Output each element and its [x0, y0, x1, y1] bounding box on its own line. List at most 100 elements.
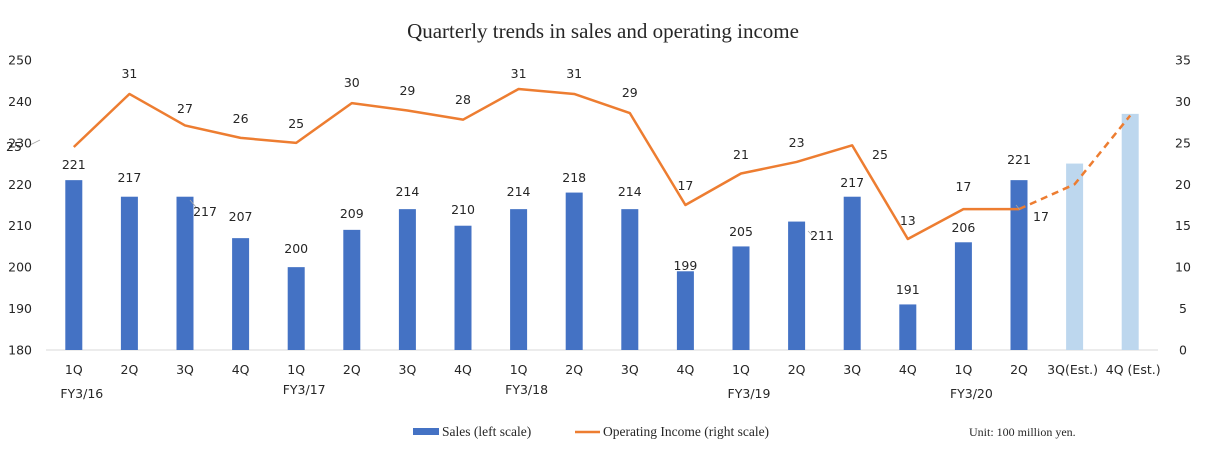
category-label: 2Q: [121, 362, 139, 377]
y-left-tick: 190: [8, 301, 32, 316]
category-label: 1Q: [732, 362, 750, 377]
y-left-tick: 220: [8, 177, 32, 192]
sales-bar: [732, 246, 750, 350]
sales-bar-estimate: [1121, 113, 1139, 350]
sales-data-label: 199: [673, 258, 697, 273]
operating-income-data-label: 28: [455, 92, 471, 107]
sales-data-label: 200: [284, 241, 308, 256]
operating-income-data-label: 17: [1033, 209, 1049, 224]
sales-bar: [120, 196, 138, 350]
sales-data-label: 217: [117, 170, 141, 185]
operating-income-data-label: 31: [121, 66, 137, 81]
category-label: 1Q: [287, 362, 305, 377]
sales-bar: [510, 209, 528, 350]
y-left-tick: 250: [8, 53, 32, 68]
y-right-tick: 10: [1175, 260, 1191, 275]
category-label: 2Q: [1010, 362, 1028, 377]
label-leader-line: [1015, 204, 1021, 211]
category-label: 4Q: [899, 362, 917, 377]
category-label: 4Q: [232, 362, 250, 377]
sales-bar: [232, 238, 250, 350]
sales-data-label: 214: [395, 184, 419, 199]
sales-data-label: 205: [729, 224, 753, 239]
sales-bar: [287, 267, 305, 350]
sales-data-label: 214: [507, 184, 531, 199]
legend: Sales (left scale) Operating Income (rig…: [413, 424, 769, 439]
operating-income-data-label: 17: [677, 178, 693, 193]
fiscal-year-label: FY3/20: [950, 386, 993, 401]
category-label: 3Q: [176, 362, 194, 377]
operating-income-data-label: 25: [288, 116, 304, 131]
sales-bar: [621, 209, 639, 350]
legend-operating-income-label: Operating Income (right scale): [603, 424, 769, 439]
y-right-tick: 20: [1175, 177, 1191, 192]
y-right-tick: 5: [1179, 301, 1187, 316]
operating-income-data-label: 13: [900, 213, 916, 228]
line-layer: [72, 87, 1132, 241]
legend-sales-label: Sales (left scale): [442, 424, 531, 439]
y-left-tick: 210: [8, 218, 32, 233]
category-label: 4Q: [454, 362, 472, 377]
fiscal-year-labels: FY3/16 FY3/17 FY3/18 FY3/19 FY3/20: [60, 382, 993, 401]
category-label: 3Q: [843, 362, 861, 377]
sales-bar: [788, 221, 806, 350]
category-label: 3Q: [399, 362, 417, 377]
category-label: 3Q: [621, 362, 639, 377]
operating-income-data-label: 25: [872, 147, 888, 162]
y-right-tick: 0: [1179, 343, 1187, 358]
sales-bar-estimate: [1066, 163, 1084, 350]
sales-bar: [343, 229, 361, 350]
y-left-tick: 180: [8, 343, 32, 358]
label-leader-line: [189, 199, 197, 208]
category-label: 1Q: [955, 362, 973, 377]
sales-data-label: 207: [229, 209, 253, 224]
category-label: 4Q: [677, 362, 695, 377]
operating-income-data-label: 29: [399, 83, 415, 98]
bars-layer: [65, 113, 1139, 350]
category-label: 1Q: [65, 362, 83, 377]
y-right-tick: 25: [1175, 135, 1191, 150]
category-label: 3Q(Est.): [1047, 362, 1098, 377]
fiscal-year-label: FY3/19: [728, 386, 771, 401]
y-left-tick: 240: [8, 94, 32, 109]
chart-title: Quarterly trends in sales and operating …: [407, 19, 799, 43]
operating-income-data-label: 21: [733, 147, 749, 162]
category-label: 2Q: [788, 362, 806, 377]
category-label: 2Q: [565, 362, 583, 377]
operating-income-data-label: 25: [6, 139, 22, 154]
y-left-tick: 230: [8, 135, 32, 150]
operating-income-data-label: 23: [789, 135, 805, 150]
sales-data-label: 217: [193, 204, 217, 219]
y-left-tick: 200: [8, 260, 32, 275]
sales-data-label: 221: [62, 157, 86, 172]
sales-bar: [676, 271, 694, 350]
sales-bar: [899, 304, 917, 350]
category-label: 4Q (Est.): [1106, 362, 1161, 377]
sales-data-label: 211: [810, 228, 834, 243]
fiscal-year-label: FY3/18: [505, 382, 548, 397]
right-axis-ticks: 0 5 10 15 20 25 30 35: [1175, 53, 1191, 358]
category-labels: 1Q 2Q 3Q 4Q 1Q 2Q 3Q 4Q 1Q 2Q 3Q 4Q 1Q 2Q 3Q 4Q 1Q 2Q 3Q(E…: [65, 362, 1161, 377]
sales-bar: [1010, 180, 1028, 350]
category-label: 1Q: [510, 362, 528, 377]
label-leader-line: [807, 230, 813, 236]
sales-data-label: 217: [840, 175, 864, 190]
sales-bar: [454, 225, 472, 350]
category-label: 2Q: [343, 362, 361, 377]
sales-data-label: 214: [618, 184, 642, 199]
operating-income-line: [72, 87, 1019, 241]
sales-data-label: 209: [340, 206, 364, 221]
y-right-tick: 15: [1175, 218, 1191, 233]
label-leader-line: [29, 139, 41, 146]
left-axis-ticks: 180 190 200 210 220 230 240 250: [8, 53, 32, 358]
operating-income-data-label: 30: [344, 75, 360, 90]
unit-note: Unit: 100 million yen.: [969, 425, 1076, 439]
operating-income-data-label: 26: [233, 111, 249, 126]
sales-bar: [954, 242, 972, 350]
fiscal-year-label: FY3/17: [283, 382, 326, 397]
sales-bar: [176, 196, 194, 350]
operating-income-data-label: 31: [566, 66, 582, 81]
y-right-tick: 30: [1175, 94, 1191, 109]
